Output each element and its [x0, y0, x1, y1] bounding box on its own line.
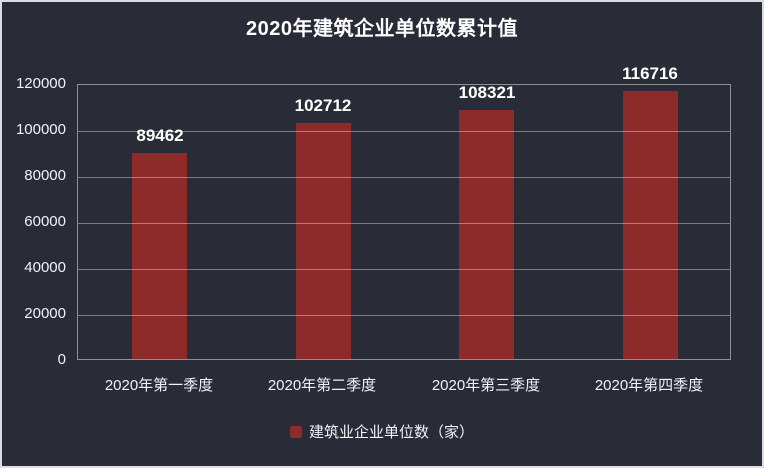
y-axis-label: 60000 — [24, 213, 66, 230]
plot-area: 89462 102712 108321 116716 — [77, 64, 731, 360]
legend-label: 建筑业企业单位数（家） — [308, 424, 474, 441]
chart-title: 2020年建筑企业单位数累计值 — [246, 18, 518, 40]
bar-value-label: 116716 — [622, 64, 678, 83]
x-axis-label[interactable]: 2020年第二季度 — [267, 377, 377, 394]
bar[interactable] — [296, 123, 351, 359]
y-axis-label: 120000 — [15, 75, 66, 92]
bar-value-label: 102712 — [294, 96, 352, 115]
bar[interactable] — [459, 110, 514, 359]
y-axis-label: 20000 — [24, 305, 66, 322]
legend-item[interactable]: 建筑业企业单位数（家） — [2, 421, 762, 442]
bar-value-label: 89462 — [136, 126, 184, 145]
gridline — [78, 223, 730, 224]
bar-value-label: 108321 — [458, 83, 516, 102]
x-axis-label[interactable]: 2020年第三季度 — [431, 377, 541, 394]
bar[interactable] — [132, 153, 187, 359]
y-axis-label: 80000 — [24, 167, 66, 184]
x-axis-label[interactable]: 2020年第一季度 — [104, 377, 214, 394]
legend-marker-icon — [289, 425, 302, 438]
gridline — [78, 315, 730, 316]
gridline — [78, 177, 730, 178]
y-axis-label: 100000 — [15, 121, 66, 138]
y-axis-label: 0 — [57, 351, 66, 368]
gridline — [78, 131, 730, 132]
gridline — [78, 269, 730, 270]
bar[interactable] — [623, 91, 678, 359]
x-axis-label[interactable]: 2020年第四季度 — [594, 377, 704, 394]
y-axis-label: 40000 — [24, 259, 66, 276]
